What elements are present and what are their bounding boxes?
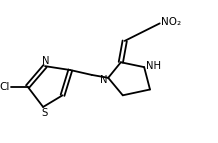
Text: Cl: Cl <box>0 82 9 92</box>
Text: N: N <box>42 56 50 66</box>
Text: NO₂: NO₂ <box>161 17 181 27</box>
Text: N: N <box>100 75 107 85</box>
Text: NH: NH <box>146 61 161 71</box>
Text: S: S <box>41 108 47 118</box>
